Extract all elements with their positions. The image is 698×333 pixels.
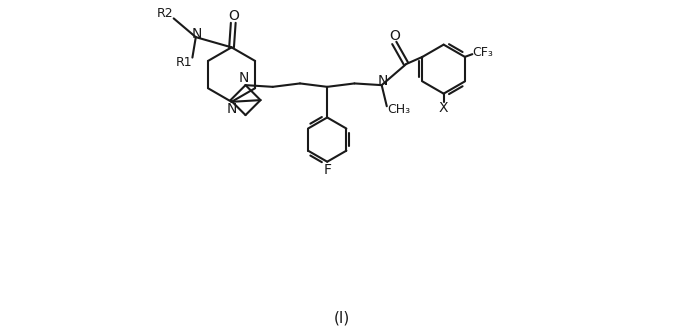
Text: (I): (I)	[334, 310, 350, 325]
Text: CF₃: CF₃	[472, 46, 493, 59]
Text: R2: R2	[157, 7, 174, 20]
Text: CH₃: CH₃	[387, 103, 410, 116]
Text: N: N	[378, 74, 388, 88]
Text: F: F	[323, 163, 332, 177]
Text: R1: R1	[176, 56, 192, 69]
Text: O: O	[389, 29, 400, 43]
Text: N: N	[239, 71, 249, 85]
Text: N: N	[191, 27, 202, 41]
Text: N: N	[226, 102, 237, 116]
Text: O: O	[228, 9, 239, 23]
Text: X: X	[439, 101, 448, 115]
